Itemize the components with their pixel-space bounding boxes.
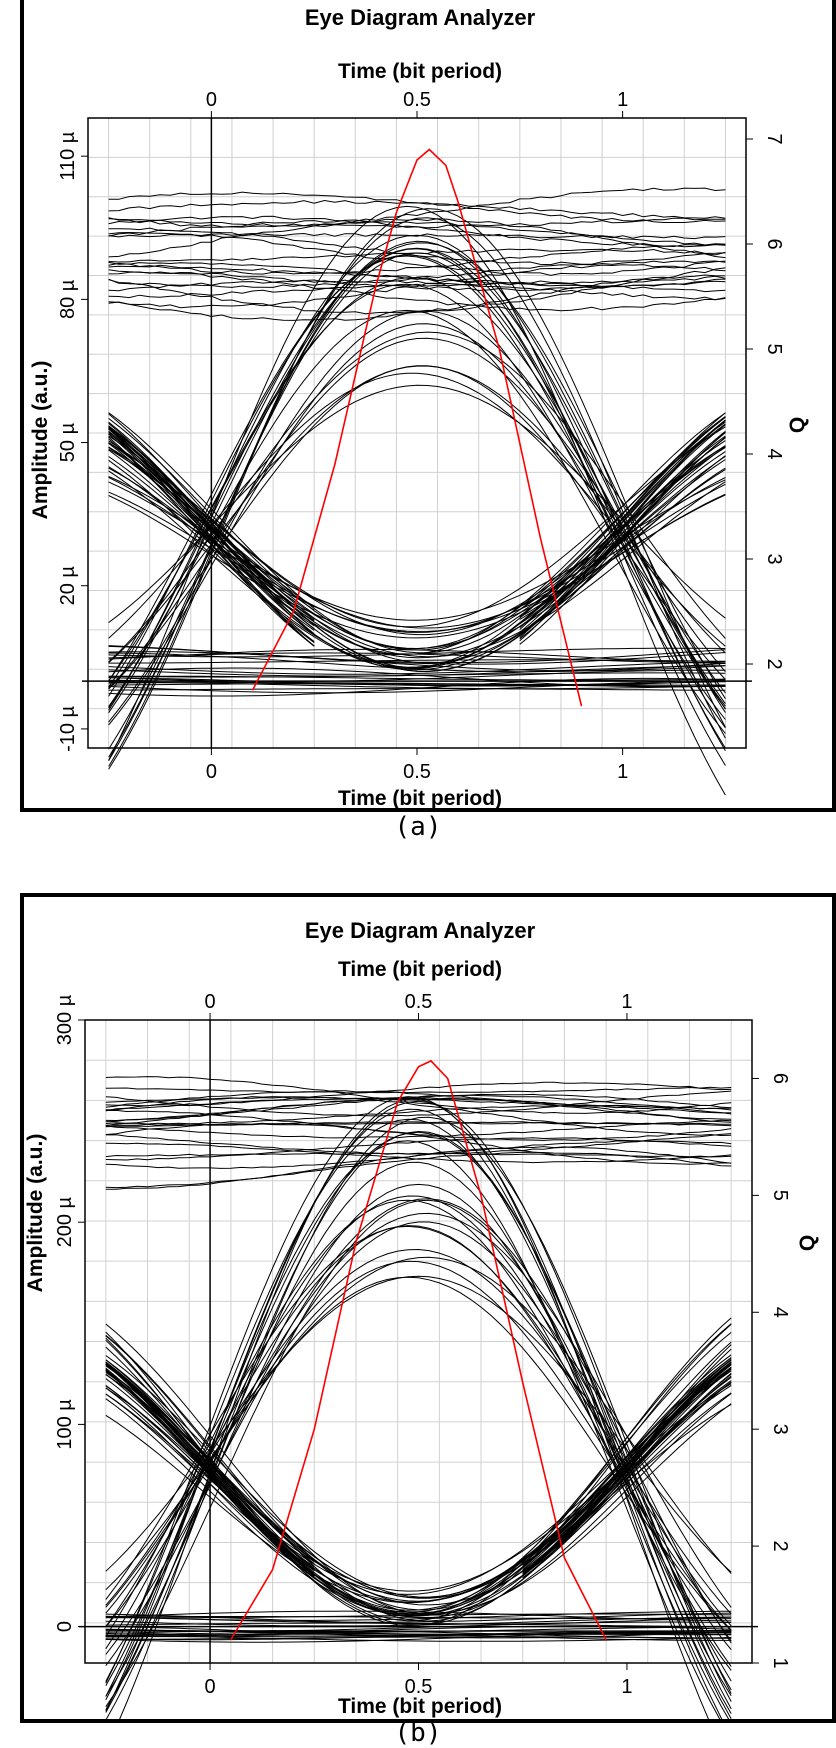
trace-edge-right (523, 1364, 732, 1576)
y2-tick-label: 4 (769, 1307, 791, 1318)
y2-tick-label: 3 (763, 553, 785, 564)
y-tick-label: -10 µ (57, 705, 79, 751)
y-tick-label: 20 µ (57, 566, 79, 606)
x-tick-label: 0 (206, 761, 217, 783)
plot-area (81, 111, 753, 795)
eye-traces (109, 188, 726, 795)
x-tick-label: 1 (621, 1676, 632, 1698)
trace-upper-arch (109, 278, 726, 693)
trace-one-level (106, 1152, 731, 1187)
x-tick-label: 0.5 (405, 1676, 433, 1698)
trace-one-level (109, 270, 726, 291)
y2-axis-title: Q (786, 417, 809, 433)
trace-upper-arch (106, 1226, 731, 1625)
trace-upper-arch (106, 1199, 731, 1666)
y2-tick-label: 2 (763, 658, 785, 669)
y-tick-label: 200 µ (54, 1197, 76, 1248)
top-axis-title: Time (bit period) (338, 958, 502, 981)
y-tick-label: 100 µ (54, 1399, 76, 1450)
x2-tick-label: 0 (205, 991, 216, 1013)
y2-tick-label: 4 (763, 448, 785, 459)
x2-tick-label: 0 (206, 89, 217, 111)
y2-tick-label: 6 (763, 238, 785, 249)
eye-diagram-a: Eye Diagram Analyzer Time (bit period) T… (0, 0, 836, 810)
y2-tick-label: 2 (769, 1541, 791, 1552)
caption-b: (b) (0, 1718, 836, 1748)
y-axis-title: Amplitude (a.u.) (29, 361, 52, 520)
trace-lower-arch (106, 1355, 731, 1615)
y2-axis-title: Q (796, 1235, 819, 1251)
trace-upper-arch (106, 1213, 731, 1627)
y2-tick-label: 7 (763, 133, 785, 144)
y2-tick-label: 6 (769, 1073, 791, 1084)
trace-upper-arch (109, 243, 726, 713)
y-axis-title: Amplitude (a.u.) (24, 1134, 47, 1293)
trace-upper-arch (106, 1250, 731, 1615)
trace-lower-arch (109, 477, 726, 632)
y-tick-label: 0 (54, 1621, 76, 1632)
trace-upper-arch (109, 206, 726, 795)
trace-lower-arch (106, 1381, 731, 1614)
y-tick-label: 80 µ (57, 279, 79, 319)
x-tick-label: 0 (205, 1676, 216, 1698)
y2-tick-label: 5 (769, 1190, 791, 1201)
caption-a: (a) (0, 812, 836, 842)
chart-title: Eye Diagram Analyzer (305, 5, 536, 30)
x2-tick-label: 0.5 (403, 89, 431, 111)
trace-one-level (109, 228, 726, 265)
trace-upper-arch (109, 255, 726, 706)
y2-tick-label: 1 (769, 1657, 791, 1668)
trace-upper-arch (106, 1117, 731, 1720)
x-axis-title: Time (bit period) (338, 1695, 502, 1718)
y2-tick-label: 5 (763, 343, 785, 354)
trace-upper-arch (106, 1196, 731, 1667)
x2-tick-label: 1 (617, 89, 628, 111)
x-tick-label: 1 (617, 761, 628, 783)
trace-upper-arch (106, 1132, 731, 1690)
trace-upper-arch (106, 1222, 731, 1655)
eye-diagram-b: Eye Diagram Analyzer Time (bit period) T… (0, 893, 836, 1723)
plot-area (78, 1013, 759, 1723)
chart-title: Eye Diagram Analyzer (305, 918, 536, 943)
trace-edge-right (523, 1362, 732, 1576)
y-tick-label: 110 µ (57, 131, 79, 180)
trace-one-level (106, 1123, 731, 1164)
y-tick-label: 300 µ (54, 994, 76, 1045)
trace-upper-arch (106, 1226, 731, 1650)
y-tick-label: 50 µ (57, 422, 79, 462)
y2-tick-label: 3 (769, 1424, 791, 1435)
x-axis-title: Time (bit period) (338, 787, 502, 810)
trace-upper-arch (109, 248, 726, 709)
top-axis-title: Time (bit period) (338, 60, 502, 83)
x-tick-label: 0.5 (403, 761, 431, 783)
trace-one-level (106, 1077, 731, 1114)
x2-tick-label: 1 (621, 991, 632, 1013)
x2-tick-label: 0.5 (405, 991, 433, 1013)
